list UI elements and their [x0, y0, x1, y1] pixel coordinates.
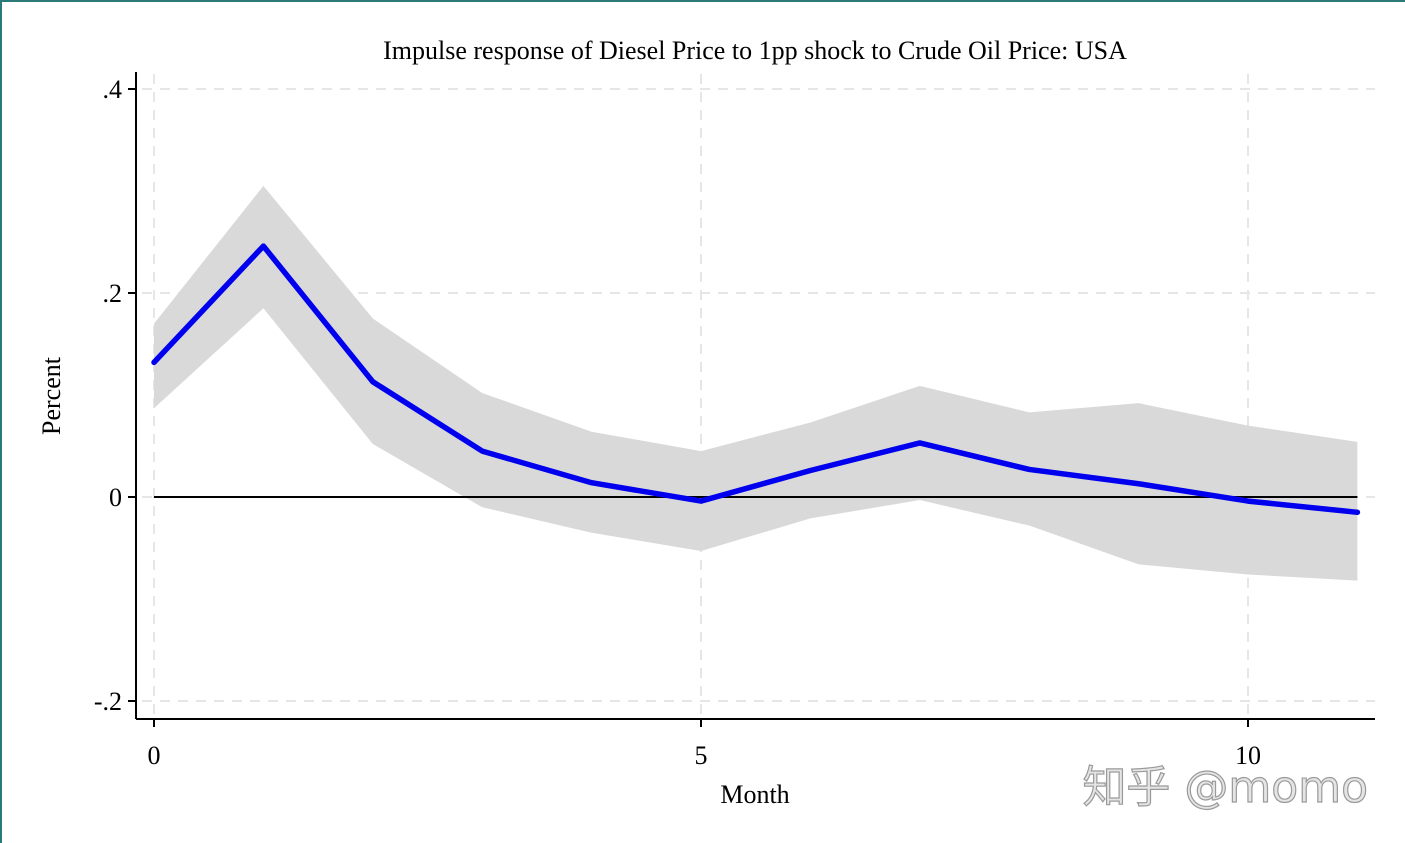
x-tick-label-2: 10	[1235, 741, 1261, 770]
y-tick-label-2: .2	[103, 279, 123, 308]
irf-point-8	[1026, 466, 1032, 472]
irf-point-2	[370, 379, 376, 385]
chart-title: Impulse response of Diesel Price to 1pp …	[383, 36, 1127, 65]
axes	[135, 72, 1375, 720]
irf-points	[151, 243, 1360, 515]
irf-line	[151, 243, 1361, 516]
confidence-band	[154, 185, 1358, 581]
irf-point-0	[151, 359, 157, 365]
y-axis-label: Percent	[37, 356, 66, 435]
irf-point-10	[1245, 498, 1251, 504]
grid	[142, 74, 1375, 715]
x-axis-ticks: 0 5 10	[148, 719, 1261, 770]
watermark: 知乎 @momo	[1082, 762, 1368, 813]
x-tick-label-1: 5	[695, 741, 708, 770]
irf-point-4	[589, 480, 595, 486]
y-tick-label-1: 0	[109, 483, 122, 512]
irf-point-1	[260, 243, 266, 249]
x-tick-label-0: 0	[148, 741, 161, 770]
irf-point-6	[807, 467, 813, 473]
y-tick-label-0: -.2	[94, 687, 122, 716]
irf-point-9	[1136, 481, 1142, 487]
x-axis-label: Month	[720, 780, 789, 809]
irf-point-7	[917, 440, 923, 446]
y-tick-label-3: .4	[103, 75, 123, 104]
irf-point-3	[479, 448, 485, 454]
y-axis-ticks: -.2 0 .2 .4	[94, 75, 136, 716]
irf-point-11	[1354, 509, 1360, 515]
irf-point-5	[698, 498, 704, 504]
